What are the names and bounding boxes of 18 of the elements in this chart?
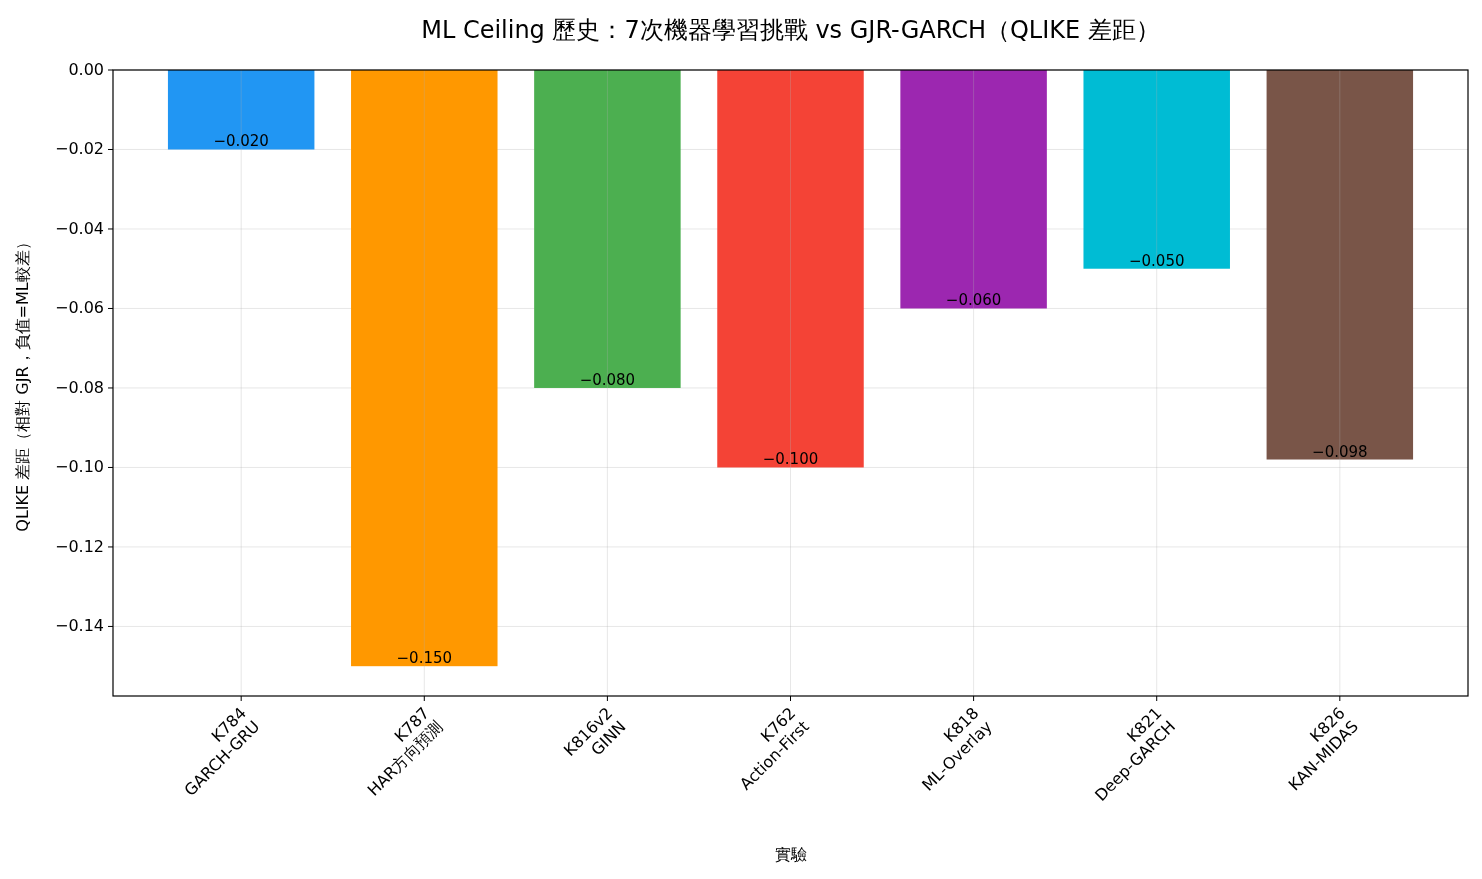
- chart-title: ML Ceiling 歷史：7次機器學習挑戰 vs GJR-GARCH（QLIKE 差距）: [421, 16, 1160, 44]
- data-label: −0.080: [579, 370, 636, 389]
- y-axis-title: QLIKE 差距（相對 GJR，負值=ML較差）: [13, 234, 32, 532]
- y-tick-label: −0.06: [54, 298, 104, 318]
- data-label: −0.020: [213, 132, 269, 151]
- y-tick-label: −0.02: [54, 139, 104, 159]
- y-tick-label: −0.08: [54, 377, 104, 397]
- data-label: −0.098: [1312, 442, 1368, 461]
- data-label: −0.100: [762, 450, 819, 469]
- data-label: −0.150: [396, 649, 453, 668]
- y-tick-label: −0.10: [54, 457, 104, 477]
- data-label: −0.050: [1128, 251, 1185, 270]
- y-tick-label: −0.04: [54, 218, 104, 238]
- x-axis-title: 實驗: [774, 845, 807, 864]
- y-tick-label: −0.12: [54, 536, 104, 556]
- y-tick-label: −0.14: [54, 616, 104, 636]
- data-label: −0.060: [945, 291, 1002, 310]
- y-tick-label: 0.00: [68, 60, 104, 79]
